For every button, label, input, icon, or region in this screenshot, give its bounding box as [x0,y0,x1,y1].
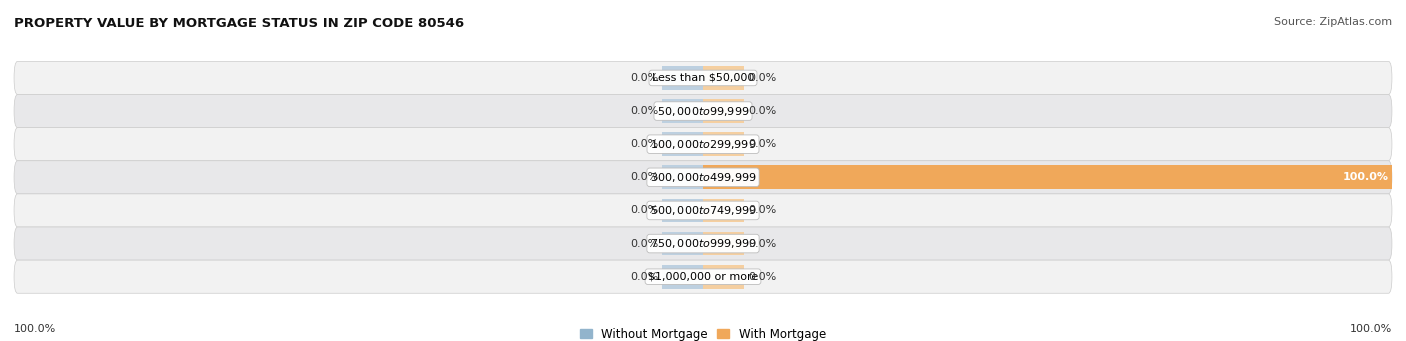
FancyBboxPatch shape [14,161,1392,194]
Text: 0.0%: 0.0% [748,239,776,249]
Text: 0.0%: 0.0% [630,106,658,116]
Bar [662,66,703,90]
Text: $50,000 to $99,999: $50,000 to $99,999 [657,105,749,118]
Text: $100,000 to $299,999: $100,000 to $299,999 [650,138,756,151]
Text: 0.0%: 0.0% [748,272,776,282]
FancyBboxPatch shape [14,260,1392,293]
Text: 0.0%: 0.0% [748,106,776,116]
Text: 0.0%: 0.0% [748,205,776,216]
Bar [662,265,703,288]
Text: 0.0%: 0.0% [630,139,658,149]
Legend: Without Mortgage, With Mortgage: Without Mortgage, With Mortgage [575,323,831,341]
Text: $500,000 to $749,999: $500,000 to $749,999 [650,204,756,217]
FancyBboxPatch shape [14,194,1392,227]
Text: 0.0%: 0.0% [630,73,658,83]
Bar [703,265,744,288]
Text: 0.0%: 0.0% [748,139,776,149]
Bar [703,66,744,90]
Bar [662,99,703,123]
Text: $750,000 to $999,999: $750,000 to $999,999 [650,237,756,250]
Bar [703,165,1392,189]
Text: 0.0%: 0.0% [630,172,658,182]
Bar [662,132,703,156]
FancyBboxPatch shape [14,61,1392,94]
Text: 0.0%: 0.0% [748,73,776,83]
Text: PROPERTY VALUE BY MORTGAGE STATUS IN ZIP CODE 80546: PROPERTY VALUE BY MORTGAGE STATUS IN ZIP… [14,17,464,30]
Bar [703,132,744,156]
Text: $1,000,000 or more: $1,000,000 or more [648,272,758,282]
Text: $300,000 to $499,999: $300,000 to $499,999 [650,171,756,184]
Text: 100.0%: 100.0% [14,324,56,334]
Text: 100.0%: 100.0% [1343,172,1389,182]
Bar [703,198,744,222]
Text: 0.0%: 0.0% [630,205,658,216]
Text: 100.0%: 100.0% [1350,324,1392,334]
FancyBboxPatch shape [14,227,1392,260]
Text: 0.0%: 0.0% [630,239,658,249]
Bar [703,232,744,255]
FancyBboxPatch shape [14,128,1392,161]
FancyBboxPatch shape [14,94,1392,128]
Text: 0.0%: 0.0% [630,272,658,282]
Text: Source: ZipAtlas.com: Source: ZipAtlas.com [1274,17,1392,27]
Bar [662,198,703,222]
Bar [703,99,744,123]
Bar [662,232,703,255]
Bar [662,165,703,189]
Text: Less than $50,000: Less than $50,000 [652,73,754,83]
